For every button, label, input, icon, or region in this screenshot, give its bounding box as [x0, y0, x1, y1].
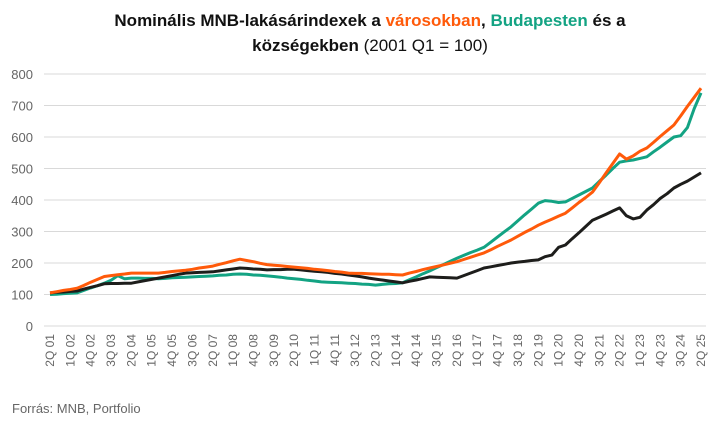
x-tick-label: 4Q 05 [165, 334, 179, 367]
x-tick-label: 3Q 09 [267, 334, 281, 367]
title-cities: városokban [385, 11, 482, 30]
series-line-budapest [49, 92, 703, 296]
y-tick-label: 800 [11, 67, 33, 82]
title-villages: községekben [252, 36, 359, 55]
x-tick-label: 1Q 11 [307, 334, 321, 366]
x-tick-label: 3Q 03 [104, 334, 118, 367]
x-tick-label: 2Q 13 [369, 334, 383, 367]
y-tick-label: 300 [11, 225, 33, 240]
x-tick-label: 2Q 16 [450, 334, 464, 367]
x-tick-label: 4Q 17 [491, 334, 505, 367]
x-tick-label: 1Q 02 [63, 334, 77, 367]
x-tick-label: 2Q 19 [531, 334, 545, 367]
x-tick-label: 1Q 05 [145, 334, 159, 367]
chart-title: Nominális MNB-lakásárindexek a városokba… [60, 8, 680, 58]
y-tick-label: 600 [11, 130, 33, 145]
x-tick-label: 4Q 20 [572, 334, 586, 367]
title-mid: és a [587, 11, 626, 30]
title-prefix: Nominális MNB-lakásárindexek a [114, 11, 386, 30]
x-tick-label: 3Q 12 [348, 334, 362, 367]
x-tick-label: 2Q 10 [287, 334, 301, 367]
y-tick-label: 700 [11, 99, 33, 114]
x-tick-label: 1Q 20 [552, 334, 566, 367]
x-tick-label: 3Q 18 [511, 334, 525, 367]
series-line-kozsegek [49, 171, 702, 295]
x-tick-label: 4Q 08 [246, 334, 260, 367]
x-tick-label: 4Q 23 [653, 334, 667, 367]
x-tick-label: 3Q 15 [430, 334, 444, 367]
x-tick-label: 3Q 24 [674, 334, 688, 367]
x-tick-label: 2Q 04 [124, 334, 138, 367]
y-tick-label: 500 [11, 162, 33, 177]
y-tick-label: 100 [11, 288, 33, 303]
x-tick-label: 4Q 11 [328, 334, 342, 366]
x-tick-label: 1Q 14 [389, 334, 403, 367]
x-tick-label: 1Q 17 [470, 334, 484, 367]
x-tick-label: 2Q 01 [43, 334, 57, 367]
x-tick-label: 1Q 23 [633, 334, 647, 367]
y-tick-label: 0 [26, 319, 33, 334]
x-tick-label: 3Q 06 [185, 334, 199, 367]
x-tick-label: 2Q 22 [613, 334, 627, 367]
x-tick-label: 2Q 25 [694, 334, 708, 367]
source-note: Forrás: MNB, Portfolio [12, 401, 141, 416]
title-budapest: Budapesten [490, 11, 588, 30]
x-tick-label: 4Q 02 [84, 334, 98, 367]
x-tick-label: 1Q 08 [226, 334, 240, 367]
title-sep: , [481, 11, 491, 30]
y-tick-label: 200 [11, 256, 33, 271]
x-tick-label: 4Q 14 [409, 334, 423, 367]
y-tick-label: 400 [11, 193, 33, 208]
x-tick-label: 2Q 07 [206, 334, 220, 367]
title-suffix: (2001 Q1 = 100) [358, 36, 488, 55]
x-tick-label: 3Q 21 [592, 334, 606, 367]
series-line-varosok [49, 87, 703, 295]
